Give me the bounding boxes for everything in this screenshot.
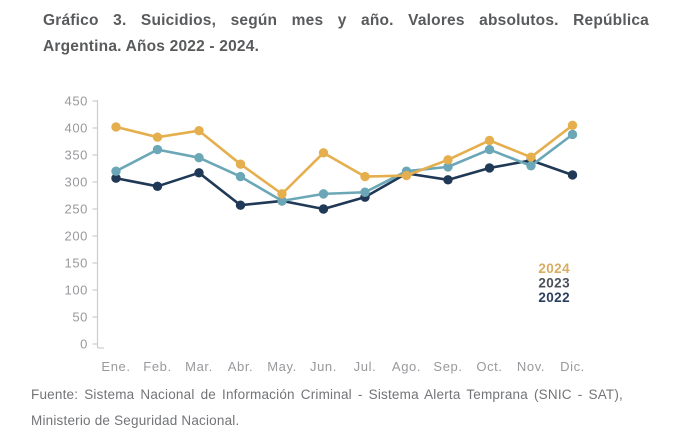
data-point-2022-mar: [194, 168, 204, 178]
data-point-2023-may: [277, 196, 287, 206]
legend-item-2023: 2023: [538, 276, 570, 291]
data-point-2024-may: [277, 189, 287, 199]
data-point-2024-ene: [111, 122, 121, 132]
data-point-2023-oct: [484, 144, 495, 155]
y-axis-tick-label: 300: [65, 175, 89, 190]
data-point-2023-nov: [526, 161, 536, 171]
x-axis-month-label: Dic.: [560, 359, 585, 374]
data-point-2023-jul: [360, 187, 370, 197]
x-axis-month-label: Sep.: [433, 359, 462, 374]
y-axis-tick-label: 350: [65, 148, 89, 163]
y-axis-tick-label: 250: [65, 202, 89, 217]
y-axis-tick-label: 150: [65, 256, 89, 271]
series-line-2022: [114, 159, 574, 211]
data-point-2023-jun: [318, 189, 329, 199]
x-axis-month-label: Nov.: [517, 359, 545, 374]
y-axis-tick-label: 100: [65, 283, 89, 298]
data-point-2022-oct: [484, 163, 495, 173]
legend-item-2024: 2024: [538, 261, 570, 276]
data-point-2022-abr: [235, 200, 246, 210]
x-axis-month-label: Feb.: [143, 359, 171, 374]
data-point-2024-dic: [567, 120, 578, 130]
data-point-2023-dic: [567, 129, 578, 140]
legend-item-2022: 2022: [538, 290, 570, 305]
data-point-2023-feb: [152, 144, 163, 155]
data-point-2024-oct: [484, 135, 495, 146]
x-axis-month-label: Jun.: [310, 359, 337, 374]
data-point-2022-feb: [152, 181, 163, 192]
chart-title-line1: Gráfico 3. Suicidios, según mes y año. V…: [43, 12, 649, 29]
data-point-2024-abr: [235, 159, 246, 169]
x-axis-month-label: Oct.: [476, 359, 502, 374]
x-axis-month-label: Jul.: [354, 359, 377, 374]
source-note: Fuente: Sistema Nacional de Información …: [31, 382, 623, 434]
x-axis-month-label: Ene.: [101, 359, 130, 374]
x-axis-month-label: May.: [267, 359, 297, 374]
chart-title-line2: Argentina. Años 2022 - 2024.: [43, 38, 260, 55]
y-axis-tick-label: 200: [65, 229, 89, 244]
data-point-2024-jul: [360, 171, 370, 182]
y-axis-tick-label: 50: [72, 310, 88, 325]
data-point-2022-sep: [443, 175, 453, 185]
y-axis-tick-label: 400: [65, 121, 89, 136]
data-point-2024-mar: [194, 126, 204, 136]
y-axis-tick-label: 0: [80, 337, 88, 352]
x-axis-month-label: Mar.: [185, 359, 213, 374]
data-point-2024-ago: [401, 170, 412, 181]
x-axis-month-label: Ago.: [392, 359, 421, 374]
series-line-2024: [114, 124, 574, 196]
data-point-2024-sep: [443, 155, 453, 165]
data-point-2023-ene: [111, 166, 121, 176]
data-point-2023-sep: [443, 162, 453, 172]
data-point-2023-abr: [235, 171, 246, 182]
chart-title: Gráfico 3. Suicidios, según mes y año. V…: [43, 8, 649, 60]
data-point-2022-ene: [111, 173, 121, 183]
x-axis-month-label: Abr.: [228, 359, 254, 374]
source-note-line2: Ministerio de Seguridad Nacional.: [31, 413, 240, 428]
data-point-2023-mar: [194, 153, 204, 163]
data-point-2024-nov: [526, 152, 536, 162]
data-point-2022-jun: [318, 204, 329, 214]
y-axis-tick-label: 450: [65, 94, 89, 109]
data-point-2024-jun: [318, 148, 329, 158]
data-point-2022-dic: [567, 170, 578, 180]
series-line-2023: [114, 133, 574, 203]
data-point-2024-feb: [152, 132, 163, 142]
source-note-line1: Fuente: Sistema Nacional de Información …: [31, 387, 623, 402]
